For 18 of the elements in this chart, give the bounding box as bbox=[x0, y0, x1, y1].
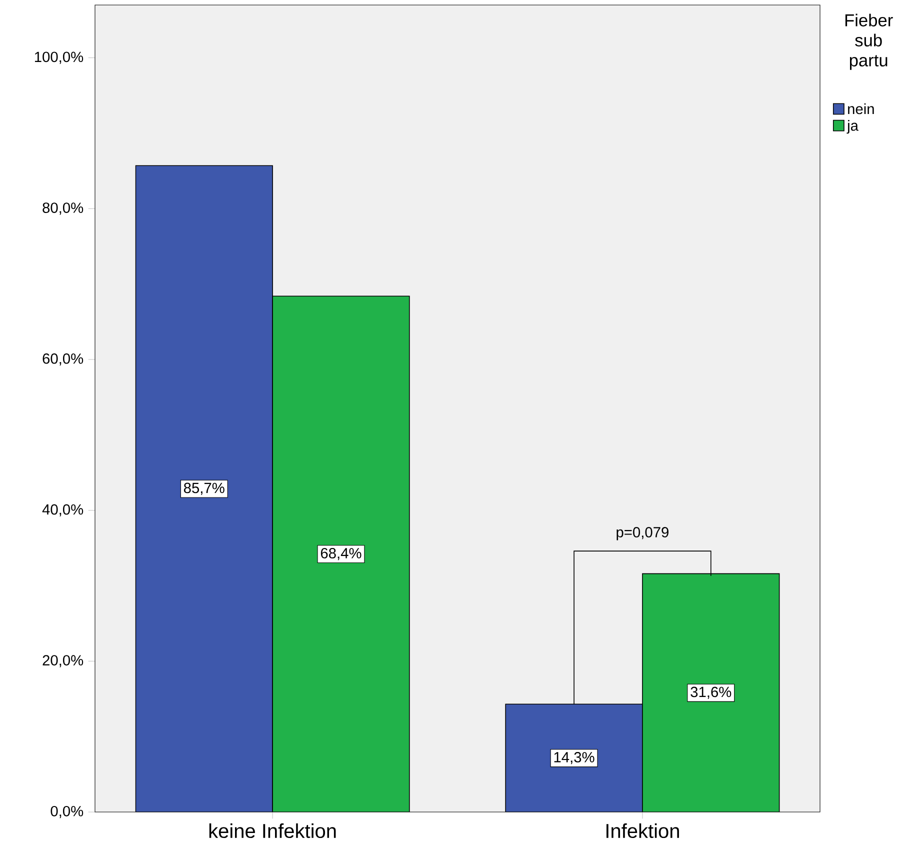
data-label: 14,3% bbox=[554, 752, 594, 764]
data-label: 68,4% bbox=[320, 548, 362, 560]
annotation: p=0,079 bbox=[616, 527, 668, 540]
data-label: 85,7% bbox=[184, 482, 224, 495]
y-tick-label: 100,0% bbox=[34, 52, 84, 64]
x-tick-label: Infektion bbox=[606, 823, 679, 838]
bar bbox=[642, 573, 780, 812]
legend-label: nein bbox=[848, 103, 874, 114]
legend-label: ja bbox=[846, 120, 858, 134]
y-tick-label: 60,0% bbox=[42, 353, 84, 366]
data-label: 31,6% bbox=[690, 686, 732, 699]
y-tick-label: 20,0% bbox=[42, 655, 84, 668]
legend-title: Fieber sub partu bbox=[845, 14, 893, 70]
y-tick-label: 0,0% bbox=[50, 806, 84, 818]
bar bbox=[272, 296, 410, 812]
x-tick-label: keine Infektion bbox=[209, 823, 336, 838]
y-tick-label: 40,0% bbox=[42, 504, 84, 516]
y-tick-label: 80,0% bbox=[42, 202, 84, 215]
